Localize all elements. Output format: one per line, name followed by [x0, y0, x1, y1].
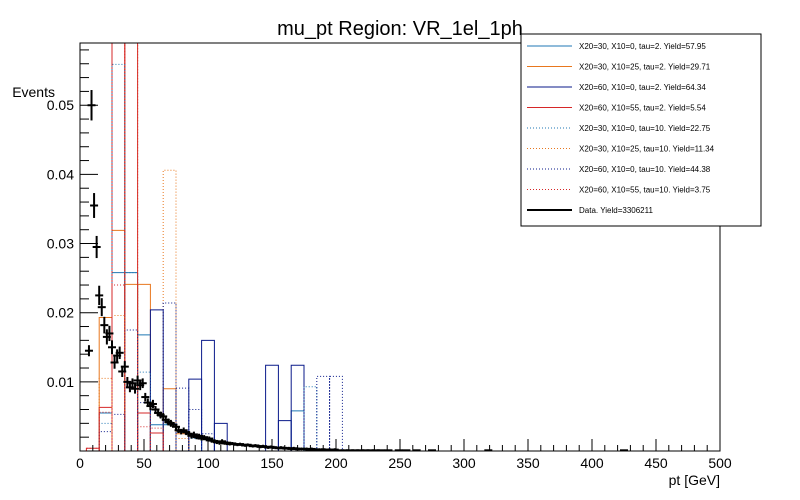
x-axis: 0 50 100 150 200 250 300 350 400 450 500: [76, 439, 732, 471]
series-2-bin-2: [201, 339, 215, 451]
series-5-bin-0: [98, 377, 113, 451]
series-5-bin-1: [111, 314, 126, 451]
series-4-bin-6: [303, 386, 318, 451]
legend-label-3: X20=60, X10=55, tau=2. Yield=5.54: [579, 104, 706, 113]
legend-entry-0: X20=30, X10=0, tau=2. Yield=57.95: [527, 42, 706, 51]
series-3-bin-1: [98, 406, 113, 451]
data-point-21: [138, 378, 147, 389]
legend-label-2: X20=60, X10=0, tau=2. Yield=64.34: [579, 83, 706, 92]
chart-title: mu_pt Region: VR_1el_1ph: [277, 18, 523, 40]
data-point-17: [128, 378, 137, 389]
series-1-bin-1: [111, 229, 126, 451]
x-tick-label-150: 150: [260, 455, 284, 471]
legend-label-1: X20=30, X10=25, tau=2. Yield=29.71: [579, 63, 711, 72]
data-point-6: [100, 316, 109, 334]
series-0-bin-2: [124, 272, 139, 451]
series-4-bin-2: [124, 272, 139, 451]
x-tick-label-250: 250: [388, 455, 412, 471]
series-2-bin-0: [149, 309, 164, 451]
x-tick-label-350: 350: [516, 455, 540, 471]
series-0-bin-3: [137, 334, 151, 451]
y-tick-label-1: 0.02: [47, 305, 74, 321]
x-tick-label-100: 100: [196, 455, 220, 471]
series-4-bin-1: [111, 63, 126, 451]
legend-entry-7: X20=60, X10=55, tau=10. Yield=3.75: [527, 186, 711, 195]
x-axis-label: pt [GeV]: [669, 472, 720, 488]
data-point-25: [148, 399, 157, 409]
y-tick-label-0: 0.01: [47, 374, 74, 390]
data-point-18: [131, 383, 140, 394]
data-point-4: [95, 285, 104, 306]
series-6-bin-5: [175, 387, 190, 451]
series-7-bin-1: [98, 411, 113, 451]
series-7-bin-4: [137, 426, 151, 451]
series-0-bin-7: [290, 410, 305, 451]
y-tick-label-3: 0.04: [47, 166, 74, 182]
y-axis-label: Events: [12, 84, 55, 100]
data-point-22: [141, 392, 150, 402]
x-tick-label-200: 200: [324, 455, 348, 471]
legend-entry-6: X20=60, X10=0, tau=10. Yield=44.38: [527, 165, 711, 174]
series-6-bin-4: [162, 302, 177, 451]
data-point-8: [105, 325, 114, 342]
legend-entry-3: X20=60, X10=55, tau=2. Yield=5.54: [527, 104, 706, 113]
data-point-5: [97, 298, 106, 317]
legend-entry-4: X20=30, X10=0, tau=10. Yield=22.75: [527, 124, 711, 133]
data-point-15: [123, 377, 132, 387]
data-point-12: [115, 346, 124, 360]
legend-label-0: X20=30, X10=0, tau=2. Yield=57.95: [579, 42, 706, 51]
legend-entry-2: X20=60, X10=0, tau=2. Yield=64.34: [527, 83, 706, 92]
legend-entry-5: X20=30, X10=25, tau=10. Yield=11.34: [527, 145, 715, 154]
series-6-bin-8: [316, 375, 331, 451]
series-2-bin-1: [188, 378, 203, 451]
legend-label-6: X20=60, X10=0, tau=10. Yield=44.38: [579, 165, 711, 174]
data-point-34: [172, 424, 180, 430]
histogram-layer: [85, 42, 343, 451]
legend-label-8: Data. Yield=3306211: [579, 206, 653, 215]
data-points-layer: [84, 90, 628, 452]
x-tick-label-500: 500: [708, 455, 732, 471]
legend-label-5: X20=30, X10=25, tau=10. Yield=11.34: [579, 145, 715, 154]
legend: X20=30, X10=0, tau=2. Yield=57.95 X20=30,…: [520, 33, 762, 227]
series-3-bin-5: [149, 432, 164, 451]
x-tick-label-0: 0: [76, 455, 84, 471]
series-2-bin-4: [265, 364, 279, 451]
series-1-bin-3: [137, 283, 151, 451]
data-point-3: [92, 235, 101, 259]
series-6-bin-6: [188, 409, 203, 451]
x-tick-label-300: 300: [452, 455, 476, 471]
data-point-9: [108, 340, 116, 355]
series-1-bin-2: [124, 283, 139, 451]
x-tick-label-50: 50: [136, 455, 152, 471]
legend-label-7: X20=60, X10=55, tau=10. Yield=3.75: [579, 186, 711, 195]
y-tick-label-2: 0.03: [47, 236, 74, 252]
x-tick-label-450: 450: [644, 455, 668, 471]
data-point-14: [120, 361, 129, 373]
legend-entry-1: X20=30, X10=25, tau=2. Yield=29.71: [527, 63, 711, 72]
data-point-10: [110, 356, 119, 369]
data-point-43: [195, 433, 204, 438]
data-point-2: [90, 193, 99, 218]
legend-entry-8: Data. Yield=3306211: [527, 206, 653, 215]
series-2-bin-6: [290, 364, 305, 451]
series-3-bin-2: [111, 42, 126, 451]
series-6-bin-9: [329, 375, 343, 451]
legend-label-4: X20=30, X10=0, tau=10. Yield=22.75: [579, 124, 711, 133]
y-axis: 0.01 0.02 0.03 0.04 0.05: [47, 49, 98, 438]
series-5-bin-3: [162, 169, 177, 451]
y-tick-label-4: 0.05: [47, 97, 74, 113]
x-tick-label-400: 400: [580, 455, 604, 471]
